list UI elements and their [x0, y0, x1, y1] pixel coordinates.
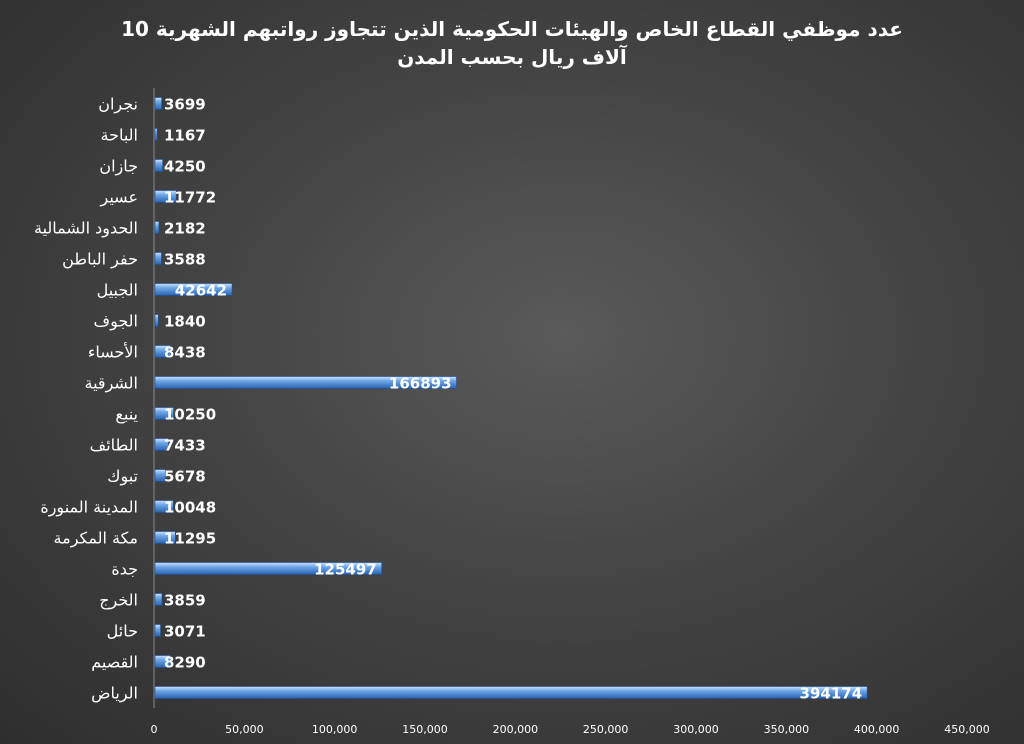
x-tick-label: 250,000 — [583, 723, 629, 736]
bar-5 — [154, 221, 160, 234]
data-label: 11295 — [164, 530, 216, 548]
data-label: 3588 — [164, 251, 206, 269]
category-label: الأحساء — [88, 342, 138, 362]
bar-13 — [154, 469, 166, 482]
x-tick-label: 50,000 — [225, 723, 264, 736]
chart-title-line1: عدد موظفي القطاع الخاص والهيئات الحكومية… — [121, 17, 903, 42]
data-label: 42642 — [175, 282, 227, 300]
x-tick-label: 150,000 — [402, 723, 448, 736]
bar-4 — [154, 190, 177, 203]
data-label: 7433 — [164, 437, 206, 455]
data-label: 5678 — [164, 468, 206, 486]
bar-8 — [154, 314, 159, 327]
x-tick-label: 200,000 — [493, 723, 539, 736]
bar-19 — [154, 655, 171, 668]
bar-2 — [154, 128, 158, 141]
category-label: عسير — [100, 188, 138, 208]
data-label: 166893 — [389, 375, 452, 393]
bar-11 — [154, 407, 174, 420]
data-label: 2182 — [164, 220, 206, 238]
category-label: الرياض — [91, 684, 138, 704]
data-label: 4250 — [164, 158, 206, 176]
data-label: 125497 — [314, 561, 377, 579]
x-tick-label: 300,000 — [673, 723, 719, 736]
chart-title-line2: آلاف ريال بحسب المدن — [397, 44, 628, 69]
category-label: القصيم — [91, 653, 138, 672]
bar-6 — [154, 252, 162, 265]
x-tick-label: 350,000 — [764, 723, 810, 736]
category-label: حفر الباطن — [62, 250, 138, 270]
data-label: 3071 — [164, 623, 206, 641]
data-label: 3699 — [164, 96, 206, 114]
data-label: 394174 — [800, 685, 863, 703]
category-label: الحدود الشمالية — [34, 219, 138, 239]
data-label: 3859 — [164, 592, 206, 610]
category-label: حائل — [107, 622, 138, 641]
x-tick-label: 400,000 — [854, 723, 900, 736]
bar-14 — [154, 500, 174, 513]
category-label: تبوك — [107, 467, 138, 487]
x-tick-label: 100,000 — [312, 723, 358, 736]
x-tick-label: 0 — [151, 723, 158, 736]
category-label: الجبيل — [97, 281, 138, 300]
data-label: 8290 — [164, 654, 206, 672]
data-label: 1840 — [164, 313, 206, 331]
data-label: 1167 — [164, 127, 206, 145]
bar-7 — [154, 283, 233, 296]
category-label: الباحة — [101, 126, 139, 145]
data-label: 10250 — [164, 406, 216, 424]
data-label: 8438 — [164, 344, 206, 362]
category-label: نجران — [98, 95, 138, 115]
category-label: جدة — [111, 560, 138, 579]
bar-1 — [154, 97, 162, 110]
bar-18 — [154, 624, 161, 637]
data-label: 10048 — [164, 499, 216, 517]
category-label: الطائف — [90, 436, 138, 455]
category-label: الخرج — [99, 591, 138, 611]
data-label: 11772 — [164, 189, 216, 207]
bar-20 — [154, 686, 868, 699]
bar-3 — [154, 159, 163, 172]
bar-17 — [154, 593, 163, 606]
bar-12 — [154, 438, 169, 451]
category-label: المدينة المنورة — [40, 498, 138, 518]
bar-15 — [154, 531, 176, 544]
bar-10 — [154, 376, 457, 389]
category-label: ينبع — [115, 405, 138, 425]
category-label: جازان — [99, 157, 138, 177]
bar-16 — [154, 562, 383, 575]
category-label: مكة المكرمة — [54, 529, 138, 549]
bar-9 — [154, 345, 171, 358]
category-label: الشرقية — [85, 374, 138, 394]
category-label: الجوف — [94, 312, 139, 332]
x-tick-label: 450,000 — [944, 723, 990, 736]
